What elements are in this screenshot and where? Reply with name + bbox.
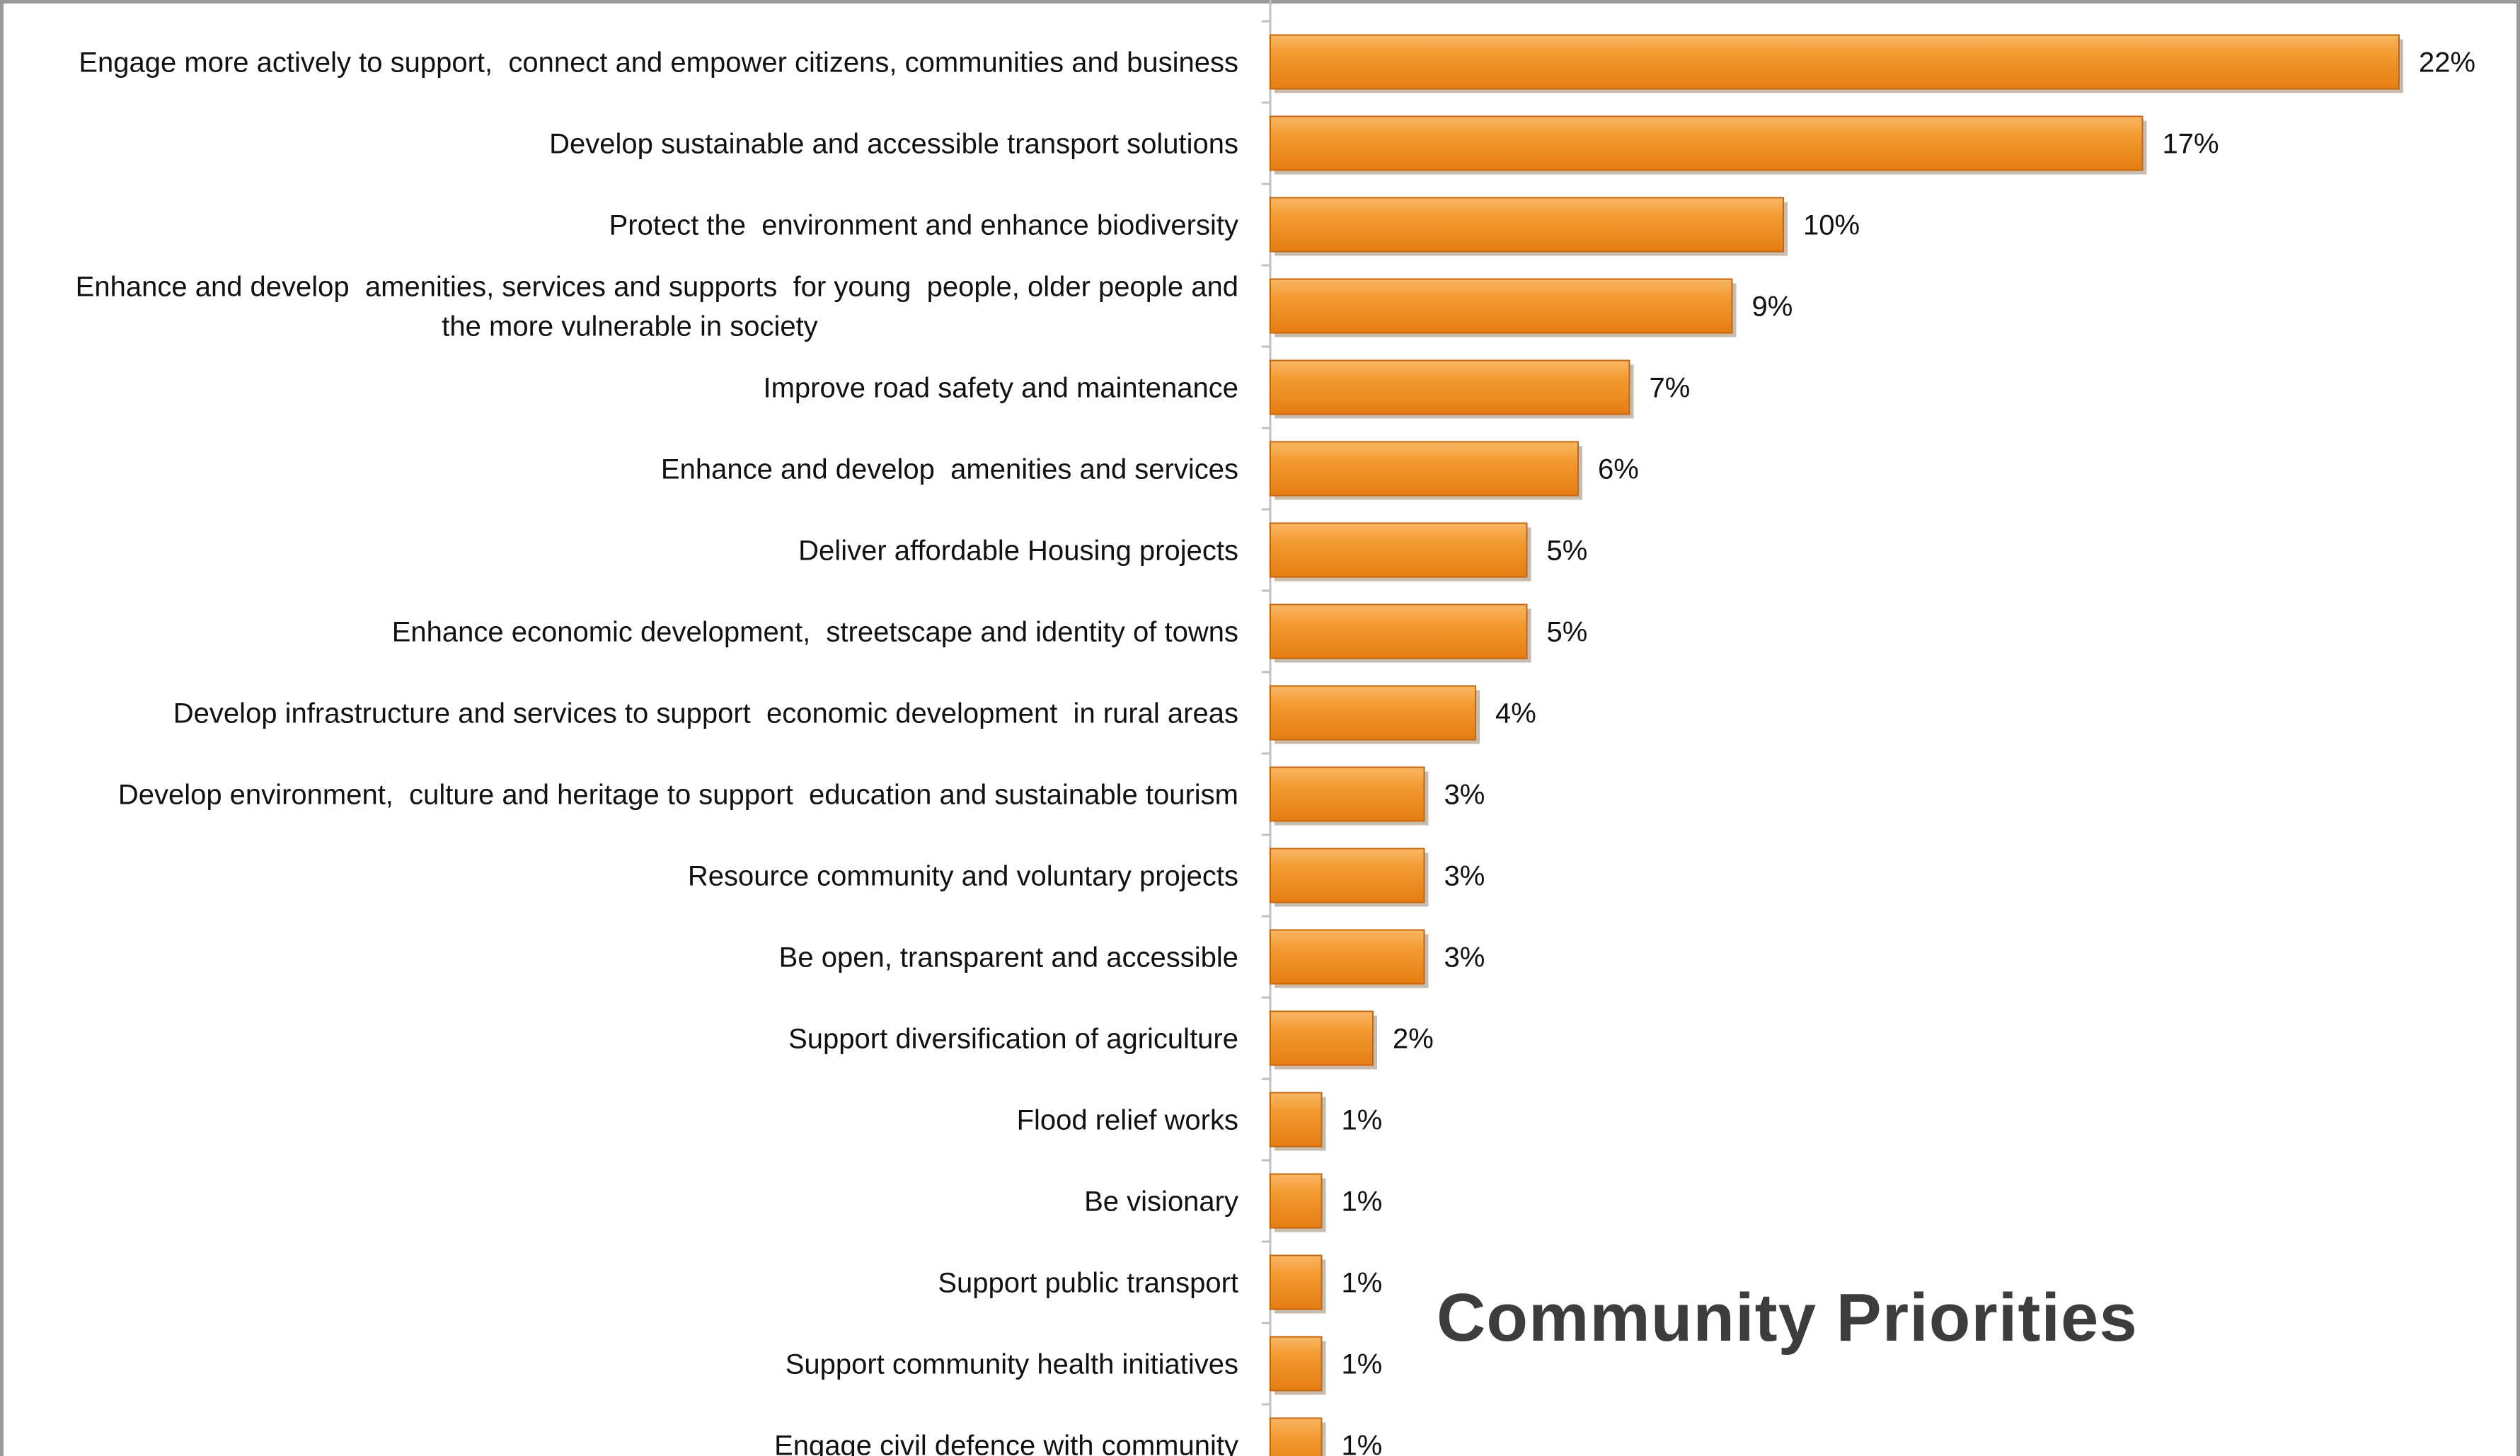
category-label: Engage civil defence with community [774,1431,1238,1456]
bar [1270,115,2144,171]
value-labels-layer: 22% 17% 10% 9% 7% 6% 5% 5% 4% 3% 3% 3% 2% 1% 1% 1% 1% 1% [1342,47,2476,1456]
bars-layer [1270,34,2403,1456]
value-label: 3% [1444,780,1485,811]
category-label: Engage more actively to support, connect… [79,47,1238,79]
bar [1270,1092,1323,1148]
category-label: Deliver affordable Housing projects [798,536,1238,567]
bar [1270,1173,1323,1229]
category-label: Develop environment, culture and heritag… [118,780,1238,811]
value-label: 17% [2163,129,2219,160]
chart-title: Community Priorities [1437,1280,2138,1356]
category-label: Flood relief works [1017,1105,1238,1136]
category-label: Enhance economic development, streetscap… [392,617,1238,648]
category-label: the more vulnerable in society [442,311,817,342]
category-label: Enhance and develop amenities, services … [76,272,1238,303]
value-label: 22% [2419,47,2475,79]
value-label: 3% [1444,942,1485,973]
category-label: Resource community and voluntary project… [688,861,1238,892]
bar [1270,197,1784,253]
bar [1270,766,1425,822]
category-label: Support community health initiatives [786,1349,1238,1380]
value-label: 1% [1342,1431,1383,1456]
category-labels-layer: Engage more actively to support, connect… [76,47,1238,1456]
value-label: 1% [1342,1105,1383,1136]
category-label: Improve road safety and maintenance [763,373,1238,404]
category-label: Enhance and develop amenities and servic… [661,454,1238,485]
category-label: Develop sustainable and accessible trans… [549,129,1238,160]
value-label: 2% [1393,1024,1434,1055]
bar [1270,848,1425,903]
value-label: 5% [1547,617,1588,648]
value-label: 9% [1752,291,1793,323]
bar [1270,278,1733,334]
value-label: 6% [1598,454,1639,485]
category-axis-layer [1262,0,1272,1456]
value-label: 10% [1803,210,1860,241]
category-label: Protect the environment and enhance biod… [609,210,1238,241]
value-label: 3% [1444,861,1485,892]
bar [1270,1010,1374,1066]
value-label: 5% [1547,536,1588,567]
bar [1270,1417,1323,1456]
bar [1270,929,1425,985]
category-label: Be open, transparent and accessible [779,942,1238,973]
category-label: Support public transport [938,1268,1238,1299]
category-label: Be visionary [1084,1186,1238,1218]
value-label: 7% [1650,373,1691,404]
value-label: 4% [1495,698,1536,729]
bar [1270,603,1528,659]
value-label: 1% [1342,1349,1383,1380]
bar [1270,359,1630,415]
value-label: 1% [1342,1268,1383,1299]
bar [1270,1336,1323,1392]
bar [1270,1254,1323,1310]
bar [1270,441,1579,497]
bar [1270,522,1528,578]
category-label: Support diversification of agriculture [788,1024,1238,1055]
bar [1270,34,2400,90]
value-label: 1% [1342,1186,1383,1218]
category-label: Develop infrastructure and services to s… [173,698,1238,729]
bar [1270,685,1476,741]
